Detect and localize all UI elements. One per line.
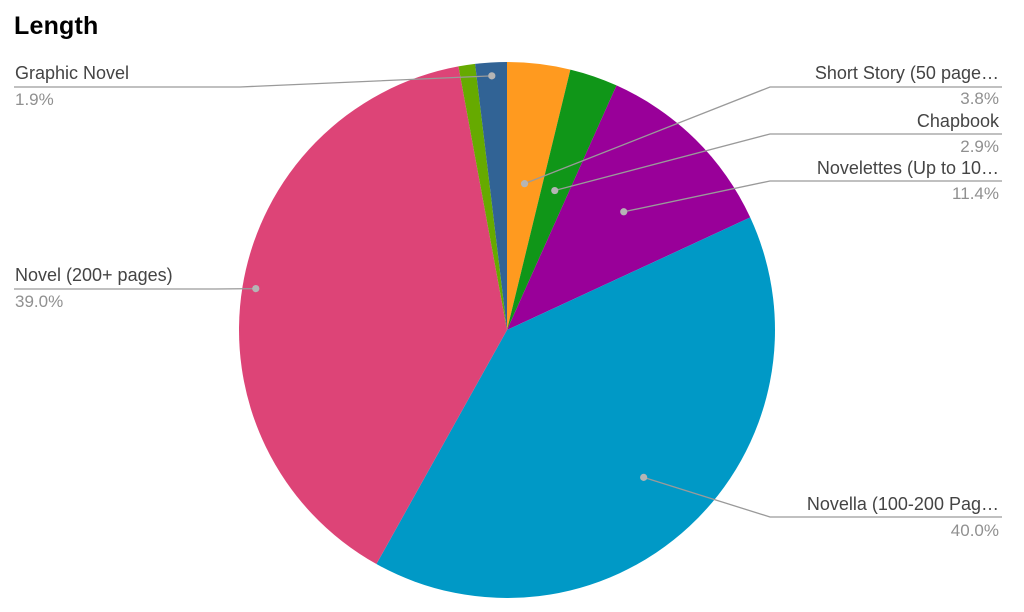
slices-layer	[239, 62, 775, 598]
leader-dot-graphic-novel	[488, 72, 496, 80]
pie-slice-graphic-novel	[475, 62, 507, 330]
slice-percent-novella-100-200-pag: 40.0%	[951, 521, 999, 540]
pie-slice-slice-5	[458, 63, 507, 330]
leader-line-novelettes-up-to-10	[623, 180, 1002, 213]
leader-dot-novel-200-pages	[252, 284, 260, 293]
leader-lines-layer	[14, 72, 1002, 518]
slice-percent-chapbook: 2.9%	[960, 137, 999, 156]
slice-label-graphic-novel: Graphic Novel	[15, 63, 129, 83]
leader-line-novella-100-200-pag	[643, 476, 1002, 518]
labels-layer: Short Story (50 page… 3.8% Chapbook 2.9% Nov…	[15, 63, 1000, 540]
chart-title: Length	[14, 12, 99, 40]
slice-percent-novelettes-up-to-10: 11.4%	[952, 184, 999, 203]
slice-percent-graphic-novel: 1.9%	[15, 90, 54, 109]
leader-dot-novelettes-up-to-10	[620, 208, 628, 216]
slice-label-chapbook: Chapbook	[917, 111, 1000, 131]
slice-label-short-story-50-page: Short Story (50 page…	[815, 63, 999, 83]
slice-label-novelettes-up-to-10: Novelettes (Up to 10…	[817, 158, 999, 178]
slice-percent-novel-200-pages: 39.0%	[15, 292, 63, 311]
leader-line-graphic-novel	[14, 75, 492, 88]
leader-line-short-story-50-page	[524, 86, 1002, 185]
pie-slice-novelettes-up-to-10	[507, 85, 751, 330]
pie-slice-novella-100-200-pag	[376, 217, 775, 598]
leader-dot-short-story-50-page	[520, 180, 529, 188]
slice-label-novel-200-pages: Novel (200+ pages)	[15, 265, 173, 285]
pie-slice-novel-200-pages	[239, 66, 507, 565]
leader-dot-novella-100-200-pag	[640, 473, 648, 481]
leader-line-chapbook	[554, 133, 1002, 192]
leader-dot-chapbook	[551, 186, 559, 195]
slice-label-novella-100-200-pag: Novella (100-200 Pag…	[807, 494, 999, 514]
pie-slice-chapbook	[507, 69, 617, 331]
slice-percent-short-story-50-page: 3.8%	[960, 89, 999, 108]
pie-slice-short-story-50-page	[507, 62, 571, 330]
